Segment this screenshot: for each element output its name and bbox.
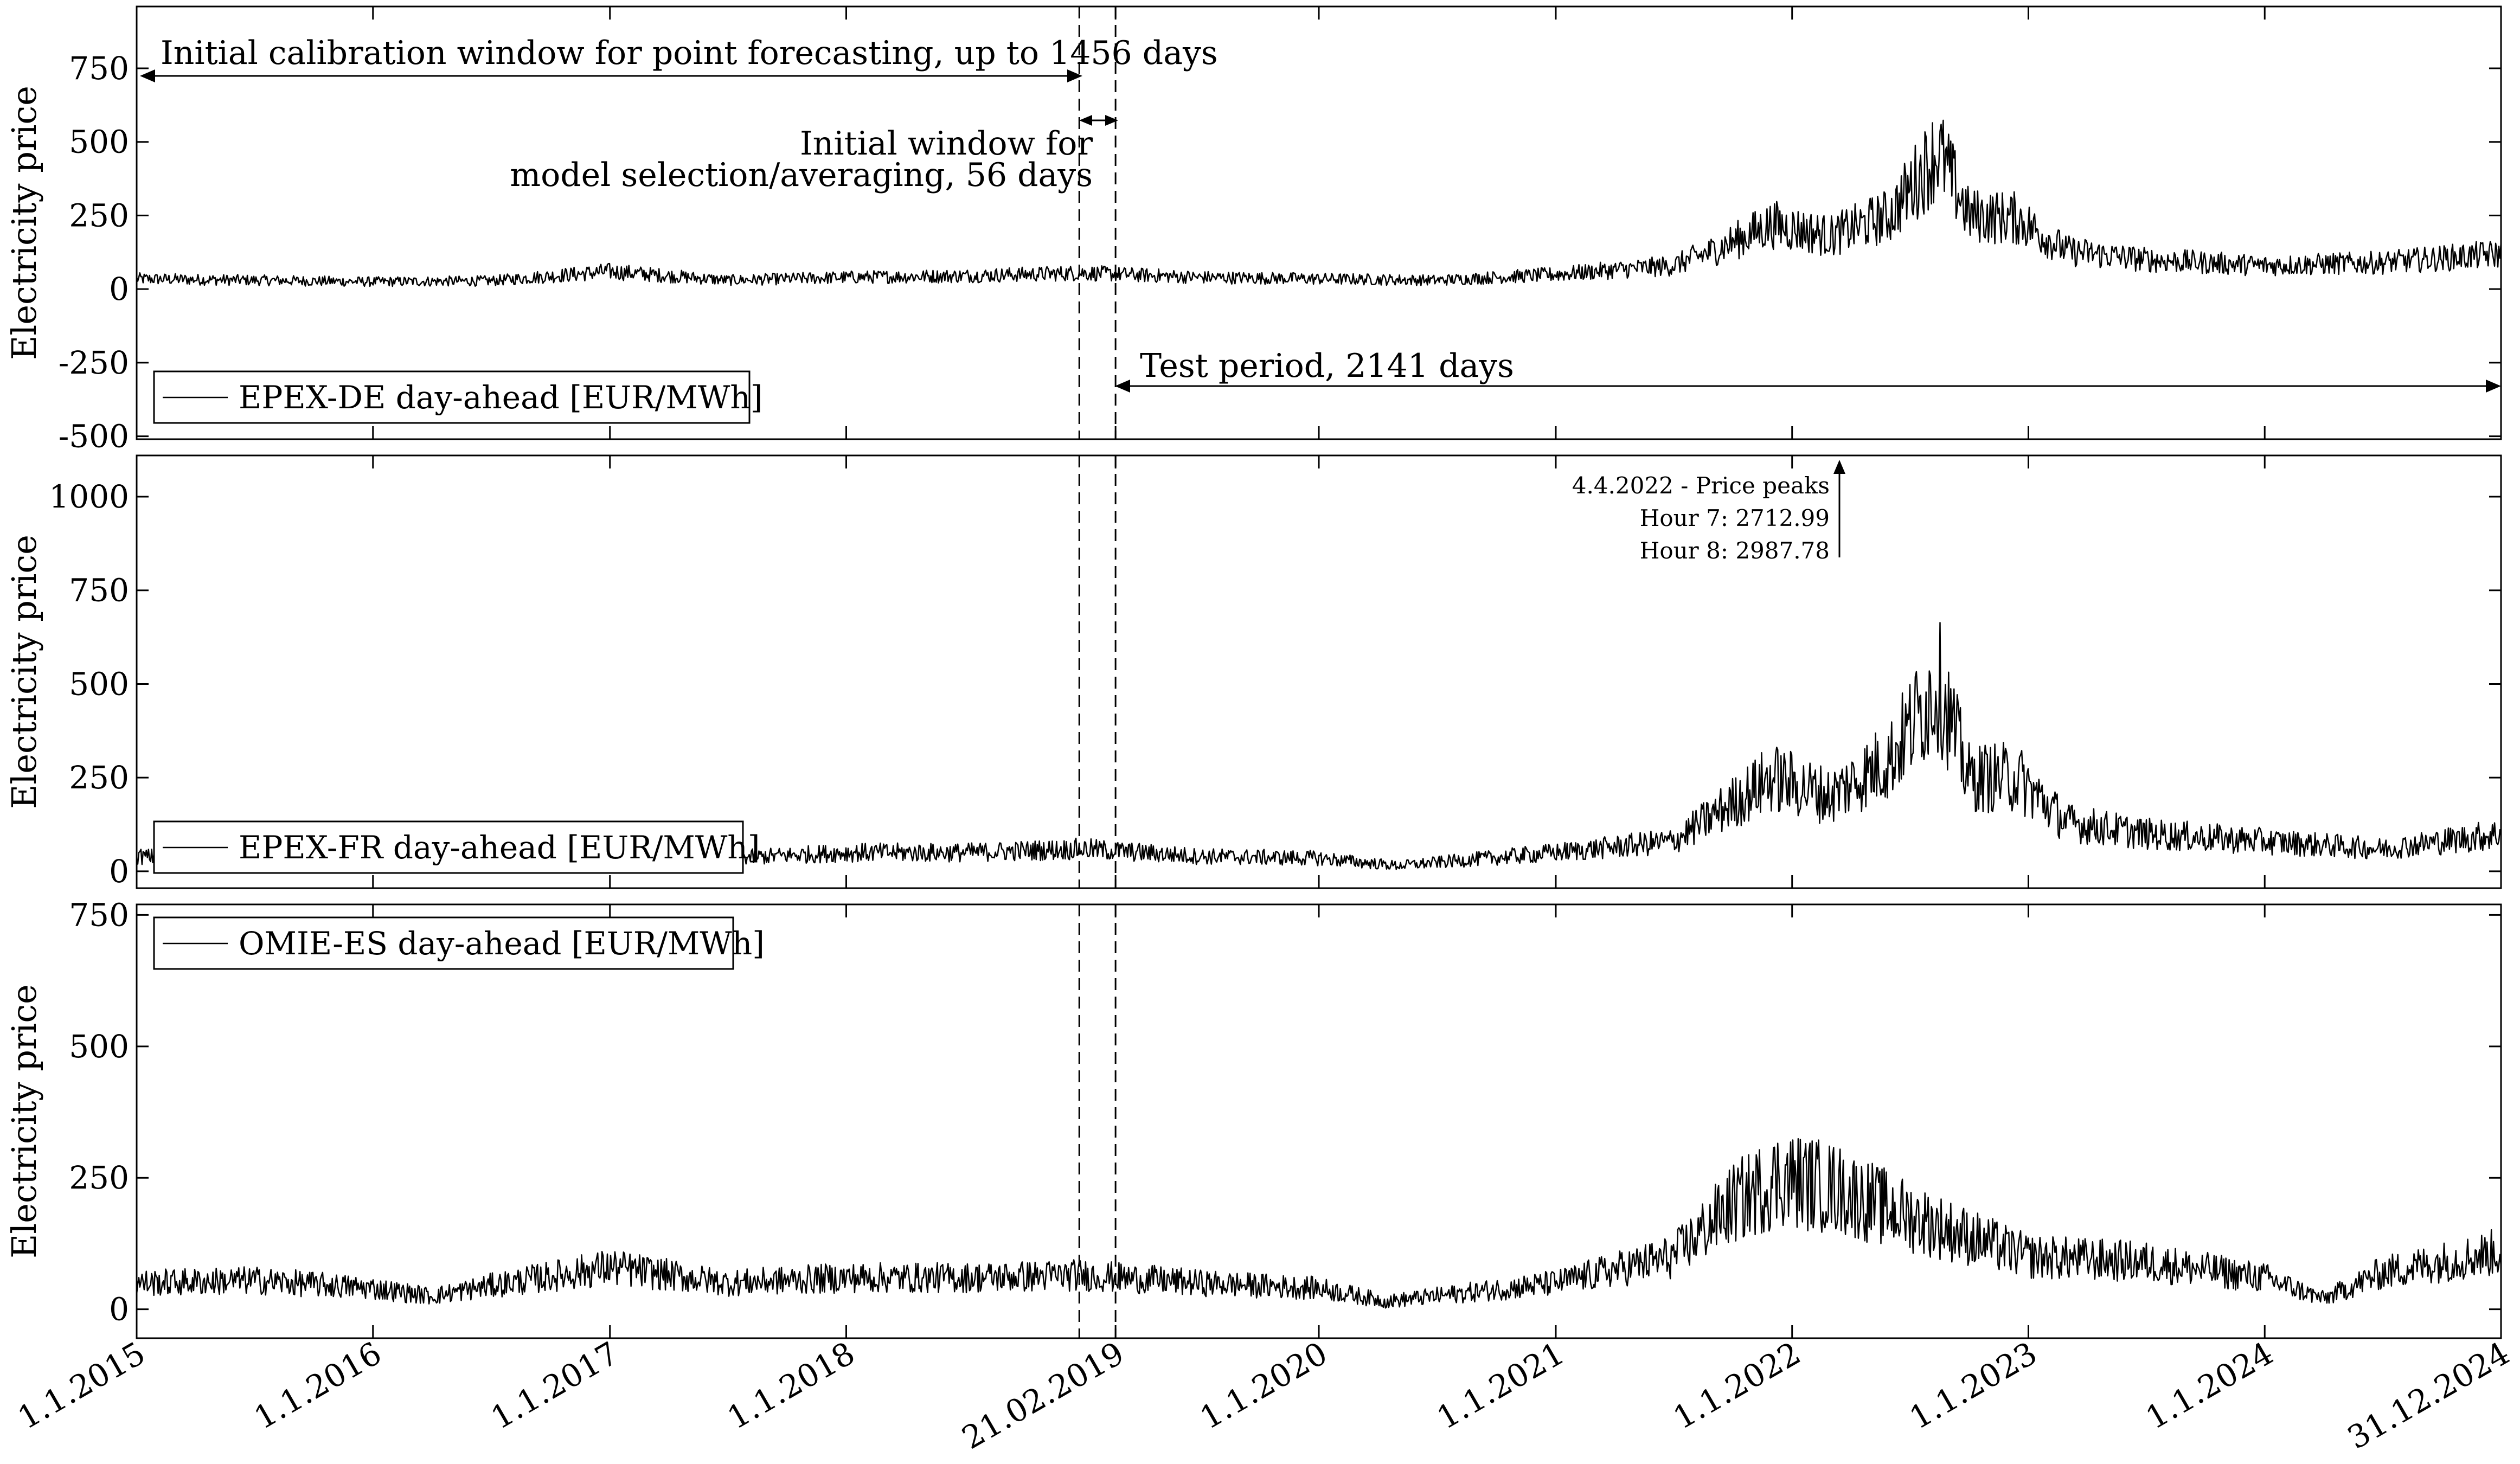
xtick-label: 1.1.2023 — [1903, 1334, 2043, 1436]
panel-fr-ytick-labels: 0 250 500 750 1000 — [49, 478, 129, 890]
ytick-label: 500 — [69, 1028, 129, 1065]
panel-epex-de: Electricity price -500 -250 0 250 500 750 Ini… — [4, 5, 2502, 455]
ytick-label: 250 — [69, 1159, 129, 1196]
calibration-window-annotation: Initial calibration window for point for… — [140, 34, 1218, 82]
panel-fr-vlines — [1078, 455, 1117, 888]
price-peak-label-line3: Hour 8: 2987.78 — [1640, 537, 1830, 564]
legend-de-label: EPEX-DE day-ahead [EUR/MWh] — [239, 379, 762, 416]
panel-de-ytick-labels: -500 -250 0 250 500 750 — [59, 50, 129, 455]
model-selection-label-line1: Initial window for — [800, 125, 1093, 163]
test-period-annotation: Test period, 2141 days — [1115, 347, 2501, 393]
legend-de: EPEX-DE day-ahead [EUR/MWh] — [153, 370, 762, 424]
legend-fr: EPEX-FR day-ahead [EUR/MWh] — [153, 820, 760, 874]
ytick-label: 250 — [69, 197, 129, 234]
panel-de-vlines — [1078, 7, 1117, 439]
legend-es-label: OMIE-ES day-ahead [EUR/MWh] — [239, 925, 765, 962]
xtick-label: 1.1.2022 — [1667, 1334, 1807, 1436]
calibration-window-label: Initial calibration window for point for… — [161, 34, 1218, 72]
price-peak-label-line2: Hour 7: 2712.99 — [1640, 505, 1830, 531]
panel-es-vlines — [1078, 904, 1117, 1338]
xtick-label: 21.02.2019 — [956, 1334, 1131, 1456]
xtick-label: 1.1.2016 — [248, 1334, 388, 1436]
xtick-label: 1.1.2020 — [1194, 1334, 1333, 1436]
xtick-label: 1.1.2018 — [721, 1334, 861, 1436]
ytick-label: 0 — [109, 1291, 129, 1328]
price-peak-label-line1: 4.4.2022 - Price peaks — [1572, 472, 1830, 499]
price-peak-annotation: 4.4.2022 - Price peaks Hour 7: 2712.99 H… — [1572, 460, 1845, 564]
ytick-label: 1000 — [49, 478, 129, 515]
ytick-label: 0 — [109, 271, 129, 307]
model-selection-label-line2: model selection/averaging, 56 days — [510, 156, 1093, 194]
ytick-label: -250 — [59, 344, 129, 381]
ytick-label: 0 — [109, 853, 129, 890]
panel-es-ylabel: Electricity price — [4, 984, 44, 1258]
xtick-label: 1.1.2024 — [2140, 1334, 2280, 1436]
panel-fr-ylabel: Electricity price — [4, 535, 44, 809]
ytick-label: 250 — [69, 759, 129, 796]
ytick-label: 500 — [69, 665, 129, 702]
xtick-label: 1.1.2021 — [1431, 1334, 1570, 1436]
xtick-label: 1.1.2017 — [485, 1334, 625, 1436]
ytick-label: 750 — [69, 50, 129, 87]
panel-omie-es: Electricity price 0 250 500 750 OMIE-ES day… — [4, 896, 2502, 1339]
legend-es: OMIE-ES day-ahead [EUR/MWh] — [153, 916, 765, 970]
panel-fr-frame — [136, 454, 2502, 889]
model-selection-window-annotation: Initial window for model selection/avera… — [510, 115, 1118, 194]
test-period-label: Test period, 2141 days — [1140, 347, 1514, 385]
xtick-label: 1.1.2015 — [11, 1334, 151, 1436]
panel-de-frame — [136, 5, 2502, 440]
xtick-label: 31.12.2024 — [2341, 1334, 2516, 1456]
series-epex-de-line — [136, 119, 2502, 287]
panel-es-ytick-labels: 0 250 500 750 — [69, 896, 129, 1327]
ytick-label: -500 — [59, 418, 129, 455]
ytick-label: 750 — [69, 896, 129, 933]
panel-de-ylabel: Electricity price — [4, 86, 44, 360]
panel-es-frame — [136, 903, 2502, 1339]
panel-fr-ticks — [136, 455, 2502, 888]
panel-epex-fr: Electricity price 0 250 500 750 1000 4.4.202… — [4, 454, 2502, 890]
legend-fr-label: EPEX-FR day-ahead [EUR/MWh] — [239, 829, 760, 866]
x-axis-tick-labels: 1.1.2015 1.1.2016 1.1.2017 1.1.2018 21.02.20… — [11, 1334, 2516, 1456]
ytick-label: 500 — [69, 124, 129, 160]
ytick-label: 750 — [69, 572, 129, 609]
series-omie-es-line — [136, 1138, 2502, 1309]
